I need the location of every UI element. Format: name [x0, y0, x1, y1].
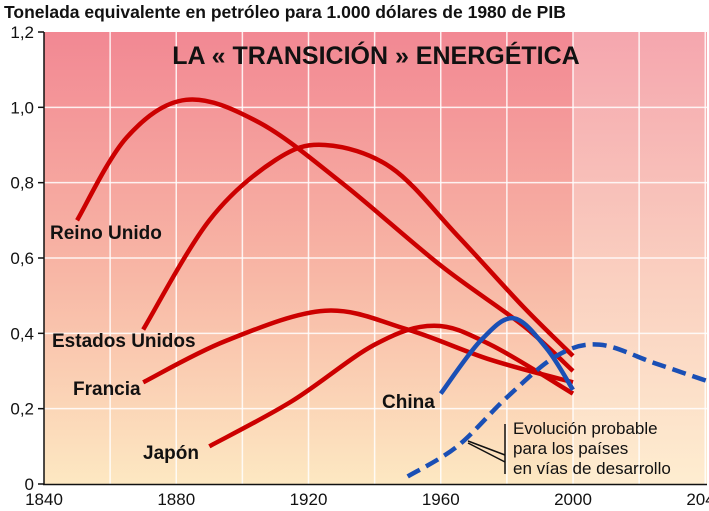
series-line-6 [406, 342, 709, 479]
series-line-3 [142, 308, 574, 385]
y-tick-label: 1,0 [10, 98, 34, 117]
series-line-2 [141, 142, 575, 358]
x-tick-label: 2040 [686, 490, 709, 509]
axes: 0 0,2 0,4 0,6 0,8 1,0 1,2 1840 1880 1920 1960 2000 2… [10, 23, 709, 509]
series-line-4 [208, 323, 575, 449]
y-tick-label: 1,2 [10, 23, 34, 42]
x-tick-label: 1880 [157, 490, 195, 509]
annotation-pointer [467, 440, 506, 463]
series-label: China [382, 392, 435, 413]
series-line-5 [438, 316, 575, 395]
series-line-1 [75, 97, 575, 373]
chart-title: LA « TRANSICIÓN » ENERGÉTICA [172, 40, 579, 70]
y-tick-label: 0,2 [10, 400, 34, 419]
x-tick-label: 1920 [290, 490, 328, 509]
annotation-text: Evolución probable [513, 419, 658, 438]
x-tick-label: 1960 [422, 490, 460, 509]
x-tick-label: 1840 [25, 490, 63, 509]
y-tick-label: 0,4 [10, 324, 34, 343]
annotation-text: en vías de desarrollo [513, 459, 671, 478]
x-tick-label: 2000 [554, 490, 592, 509]
y-tick-label: 0,8 [10, 174, 34, 193]
y-tick-label: 0 [25, 475, 34, 494]
annotation-text: para los países [513, 439, 628, 458]
series-label: Japón [143, 443, 199, 464]
y-axis-title: Tonelada equivalente en petróleo para 1.… [4, 2, 566, 22]
series-label: Francia [73, 379, 141, 400]
series-label: Reino Unido [50, 223, 162, 244]
series-label: Estados Unidos [52, 331, 196, 352]
y-tick-label: 0,6 [10, 249, 34, 268]
grid [44, 32, 707, 484]
